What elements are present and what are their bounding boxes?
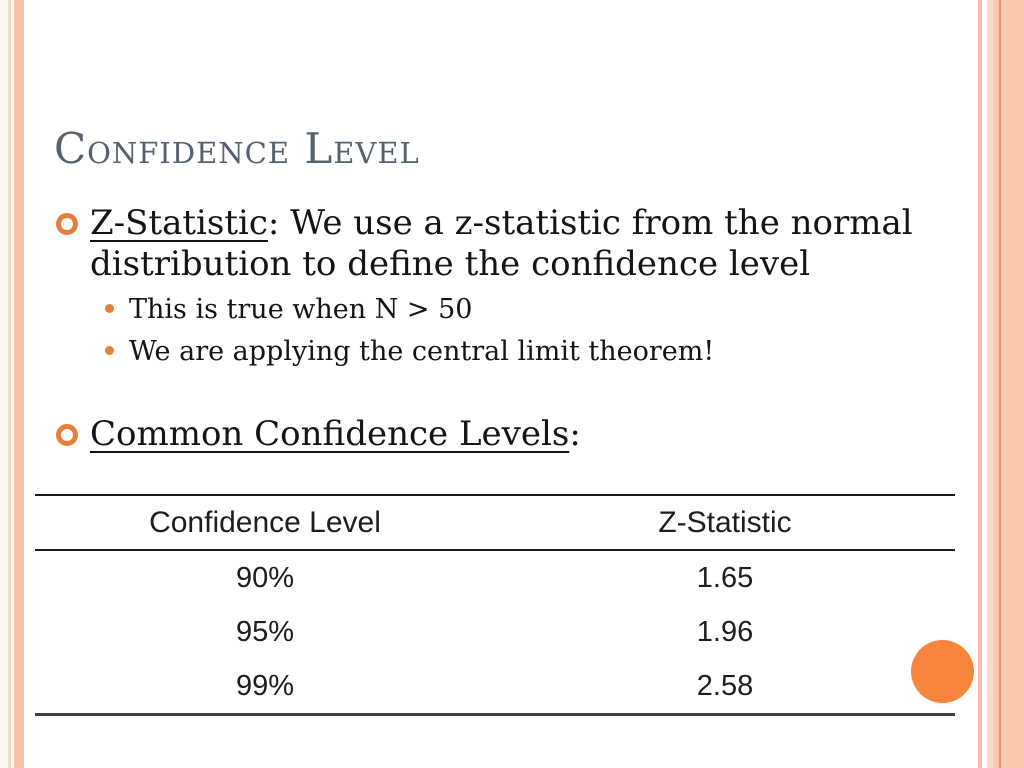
bullet-z-statistic: Z-Statistic: We use a z-statistic from t…: [56, 203, 976, 285]
cell-z-258: 2.58: [696, 669, 754, 702]
left-border-salmon-stripe: [14, 0, 24, 768]
bullet-common-levels-colon: :: [569, 414, 581, 454]
sub-bullet-text-2: We are applying the central limit theore…: [129, 336, 715, 367]
slide-title: Confidence Level: [54, 124, 420, 173]
bullet-common-levels-text: Common Confidence Levels:: [90, 414, 581, 455]
cell-confidence-95: 95%: [235, 615, 295, 648]
table-row-90: 90% 1.65: [35, 550, 955, 605]
left-border-thin-stripe: [8, 0, 11, 768]
right-border-stripe-1: [978, 0, 982, 768]
bullet-ring-icon: [56, 213, 78, 235]
right-border-stripe-3: [987, 0, 993, 768]
sub-bullet-text-1: This is true when N > 50: [129, 294, 473, 325]
cell-confidence-99: 99%: [235, 669, 295, 702]
right-border-salmon-fill: [1001, 0, 1024, 768]
sub-bullet-list: This is true when N > 50 We are applying…: [105, 291, 714, 375]
right-border-stripe-dark-line: [999, 0, 1001, 768]
right-border-stripe-4: [993, 0, 999, 768]
bullet-common-confidence-levels: Common Confidence Levels:: [56, 414, 976, 455]
bullet-ring-icon: [56, 424, 78, 446]
cell-confidence-90: 90%: [235, 561, 295, 594]
sub-bullet-dot-icon: [105, 304, 114, 313]
bullet-z-statistic-lead: Z-Statistic: [90, 203, 268, 243]
cell-z-165: 1.65: [696, 561, 754, 594]
bullet-common-levels-lead: Common Confidence Levels: [90, 414, 570, 454]
left-border-cream-strip: [0, 0, 8, 768]
confidence-table: Confidence Level Z-Statistic 90% 1.65 95…: [35, 494, 955, 716]
sub-bullet-item-1: This is true when N > 50: [105, 291, 714, 331]
table-row-95: 95% 1.96: [35, 605, 955, 659]
table-row-99: 99% 2.58: [35, 659, 955, 715]
sub-bullet-dot-icon: [105, 346, 114, 355]
table-header-z-statistic: Z-Statistic: [495, 495, 955, 551]
bullet-z-statistic-text: Z-Statistic: We use a z-statistic from t…: [90, 203, 976, 285]
bullet-z-statistic-rest: : We use a z-statistic from the normal d…: [90, 203, 913, 284]
right-border-stripe-2: [982, 0, 987, 768]
cell-z-196: 1.96: [696, 615, 754, 648]
orange-circle-decoration: [911, 640, 974, 703]
table-header-confidence-level: Confidence Level: [35, 495, 495, 551]
sub-bullet-item-2: We are applying the central limit theore…: [105, 333, 714, 373]
table-header-row: Confidence Level Z-Statistic: [35, 495, 955, 551]
